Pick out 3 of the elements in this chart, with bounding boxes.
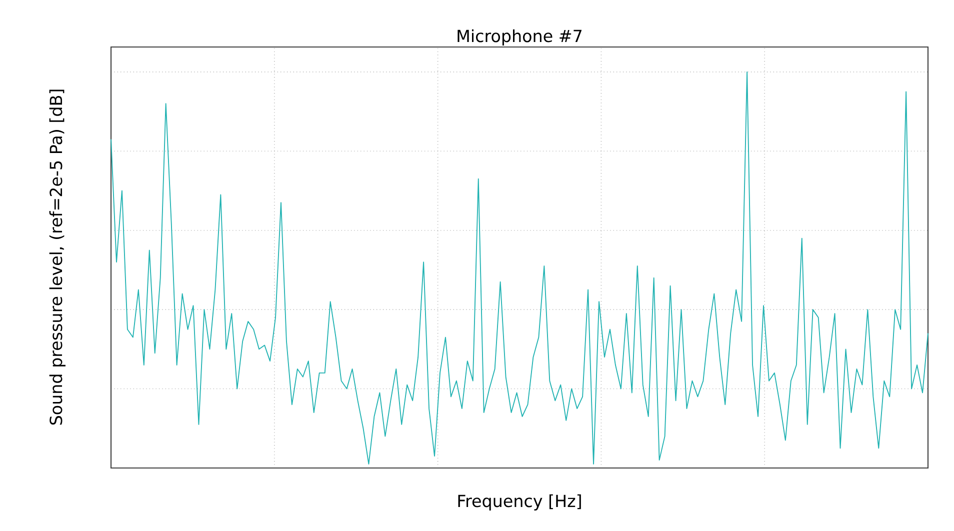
y-axis-title: Sound pressure level, (ref=2e-5 Pa) [dB] (49, 90, 66, 425)
x-axis-title: Frequency [Hz] (458, 494, 581, 510)
chart-title: Microphone #7 (458, 29, 582, 46)
